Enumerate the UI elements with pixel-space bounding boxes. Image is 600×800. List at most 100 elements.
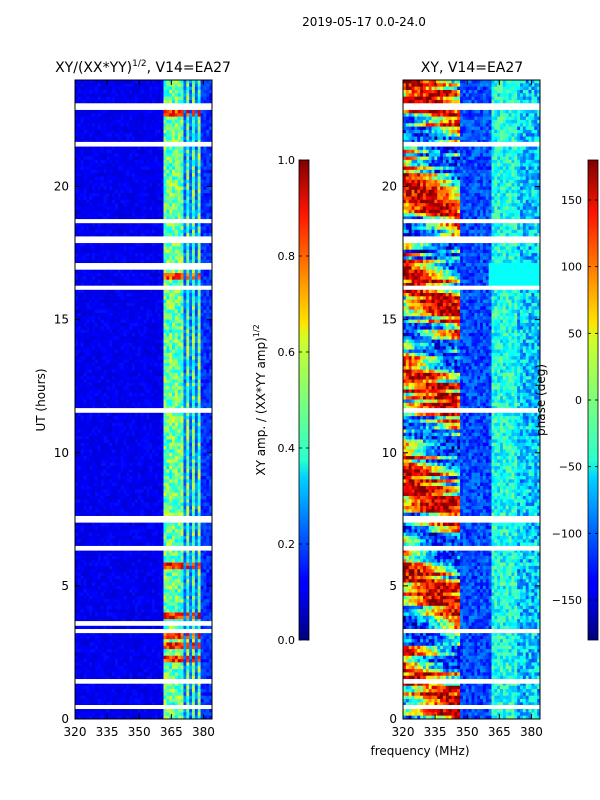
heatmap-cell bbox=[135, 127, 138, 131]
heatmap-cell bbox=[198, 360, 201, 364]
heatmap-cell bbox=[186, 386, 189, 390]
heatmap-cell bbox=[186, 346, 189, 350]
heatmap-cell bbox=[135, 390, 138, 394]
heatmap-cell bbox=[129, 316, 132, 320]
heatmap-cell bbox=[141, 323, 144, 327]
heatmap-cell bbox=[195, 97, 198, 101]
heatmap-cell bbox=[155, 336, 158, 340]
heatmap-cell bbox=[189, 130, 192, 134]
heatmap-cell bbox=[178, 187, 181, 191]
heatmap-cell bbox=[183, 419, 186, 423]
heatmap-cell bbox=[89, 320, 92, 324]
heatmap-cell bbox=[161, 203, 164, 207]
heatmap-cell bbox=[172, 117, 175, 121]
heatmap-cell bbox=[115, 163, 118, 167]
heatmap-cell bbox=[166, 223, 169, 227]
heatmap-cell bbox=[104, 403, 107, 407]
heatmap-cell bbox=[192, 353, 195, 357]
heatmap-cell bbox=[206, 130, 209, 134]
heatmap-cell bbox=[78, 87, 81, 91]
heatmap-cell bbox=[163, 246, 166, 250]
heatmap-cell bbox=[155, 206, 158, 210]
heatmap-cell bbox=[132, 150, 135, 154]
heatmap-cell bbox=[101, 120, 104, 124]
heatmap-cell bbox=[112, 330, 115, 334]
heatmap-cell bbox=[109, 130, 112, 134]
heatmap-cell bbox=[161, 93, 164, 97]
heatmap-cell bbox=[106, 117, 109, 121]
heatmap-cell bbox=[146, 113, 149, 117]
heatmap-cell bbox=[175, 326, 178, 330]
heatmap-cell bbox=[192, 157, 195, 161]
heatmap-cell bbox=[95, 256, 98, 260]
heatmap-cell bbox=[115, 97, 118, 101]
heatmap-cell bbox=[172, 386, 175, 390]
heatmap-cell bbox=[146, 130, 149, 134]
heatmap-cell bbox=[126, 223, 129, 227]
heatmap-cell bbox=[203, 137, 206, 141]
heatmap-cell bbox=[206, 150, 209, 154]
heatmap-cell bbox=[192, 123, 195, 127]
heatmap-cell bbox=[206, 280, 209, 284]
heatmap-cell bbox=[146, 226, 149, 230]
heatmap-cell bbox=[163, 223, 166, 227]
heatmap-cell bbox=[178, 373, 181, 377]
heatmap-cell bbox=[183, 413, 186, 417]
heatmap-cell bbox=[78, 383, 81, 387]
heatmap-cell bbox=[144, 323, 147, 327]
heatmap-cell bbox=[124, 376, 127, 380]
heatmap-cell bbox=[129, 130, 132, 134]
heatmap-cell bbox=[141, 163, 144, 167]
heatmap-cell bbox=[192, 110, 195, 114]
heatmap-cell bbox=[92, 419, 95, 423]
heatmap-cell bbox=[109, 370, 112, 374]
heatmap-cell bbox=[155, 343, 158, 347]
heatmap-cell bbox=[198, 336, 201, 340]
heatmap-cell bbox=[81, 80, 84, 84]
heatmap-cell bbox=[98, 346, 101, 350]
heatmap-cell bbox=[112, 256, 115, 260]
heatmap-cell bbox=[203, 213, 206, 217]
heatmap-cell bbox=[132, 93, 135, 97]
heatmap-cell bbox=[192, 163, 195, 167]
heatmap-cell bbox=[95, 213, 98, 217]
heatmap-cell bbox=[126, 350, 129, 354]
heatmap-cell bbox=[135, 413, 138, 417]
heatmap-cell bbox=[189, 250, 192, 254]
heatmap-cell bbox=[158, 187, 161, 191]
heatmap-cell bbox=[172, 190, 175, 194]
heatmap-cell bbox=[92, 223, 95, 227]
heatmap-cell bbox=[144, 336, 147, 340]
heatmap-cell bbox=[198, 373, 201, 377]
heatmap-cell bbox=[115, 303, 118, 307]
heatmap-cell bbox=[106, 293, 109, 297]
heatmap-cell bbox=[104, 133, 107, 137]
heatmap-cell bbox=[186, 150, 189, 154]
heatmap-cell bbox=[135, 300, 138, 304]
heatmap-cell bbox=[109, 133, 112, 137]
heatmap-cell bbox=[124, 203, 127, 207]
heatmap-cell bbox=[163, 296, 166, 300]
heatmap-cell bbox=[203, 380, 206, 384]
heatmap-cell bbox=[166, 147, 169, 151]
heatmap-cell bbox=[146, 177, 149, 181]
heatmap-cell bbox=[95, 206, 98, 210]
heatmap-cell bbox=[106, 120, 109, 124]
heatmap-cell bbox=[149, 210, 152, 214]
heatmap-cell bbox=[89, 200, 92, 204]
heatmap-cell bbox=[118, 233, 121, 237]
heatmap-cell bbox=[192, 127, 195, 131]
heatmap-cell bbox=[78, 147, 81, 151]
heatmap-cell bbox=[104, 200, 107, 204]
heatmap-cell bbox=[183, 133, 186, 137]
heatmap-cell bbox=[192, 150, 195, 154]
heatmap-cell bbox=[84, 160, 87, 164]
heatmap-cell bbox=[106, 153, 109, 157]
heatmap-cell bbox=[152, 280, 155, 284]
heatmap-cell bbox=[206, 133, 209, 137]
heatmap-cell bbox=[186, 323, 189, 327]
heatmap-cell bbox=[138, 163, 141, 167]
heatmap-cell bbox=[186, 376, 189, 380]
heatmap-cell bbox=[81, 180, 84, 184]
heatmap-cell bbox=[181, 290, 184, 294]
